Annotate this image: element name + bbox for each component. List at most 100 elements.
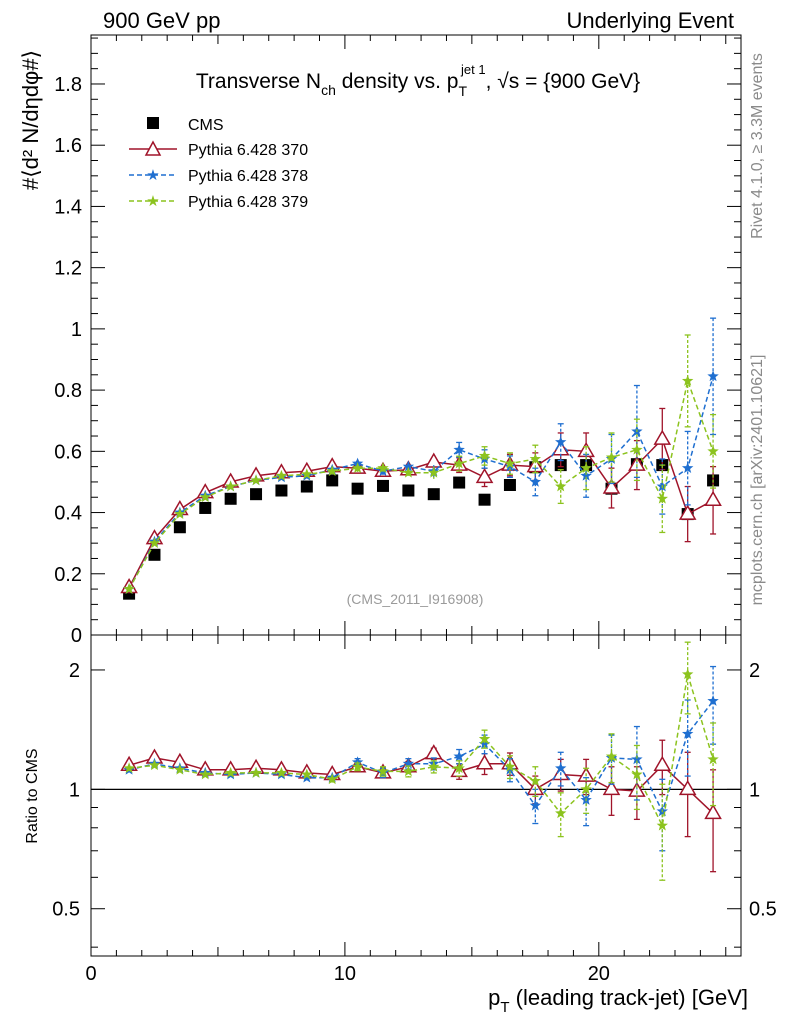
legend-label-378: Pythia 6.428 378 bbox=[188, 168, 308, 185]
ratio-tick-label: 0.5 bbox=[52, 899, 80, 921]
ratio-point-pythia-6-428-379 bbox=[301, 768, 313, 780]
x-tick-label: 20 bbox=[588, 963, 610, 985]
main-point-pythia-6-428-379 bbox=[428, 466, 440, 478]
main-axes: 0 0.2 0.4 0.6 0.8 1 1.2 1.4 1.6 1.8 bbox=[54, 35, 741, 647]
ratio-point-pythia-6-428-370 bbox=[602, 779, 621, 796]
title-mid: density vs. p bbox=[336, 70, 459, 93]
header-right: Underlying Event bbox=[566, 8, 734, 33]
ratio-line-pythia-6-428-378 bbox=[128, 700, 714, 814]
ratio-point-pythia-6-428-378 bbox=[681, 727, 694, 739]
ratio-point-pythia-6-428-379 bbox=[580, 783, 592, 795]
main-point-pythia-6-428-379 bbox=[580, 462, 592, 474]
ratio-point-pythia-6-428-379 bbox=[148, 759, 161, 771]
ratio-point-pythia-6-428-379 bbox=[275, 766, 288, 778]
ratio-point-pythia-6-428-379 bbox=[605, 750, 618, 762]
main-point-pythia-6-428-379 bbox=[224, 480, 237, 492]
main-line-pythia-6-428-370 bbox=[128, 437, 714, 588]
legend-label-370: Pythia 6.428 370 bbox=[188, 142, 308, 159]
main-point-pythia-6-428-379 bbox=[631, 443, 643, 455]
main-point-pythia-6-428-378 bbox=[707, 370, 719, 382]
ratio-point-pythia-6-428-378 bbox=[402, 757, 415, 769]
ratio-point-pythia-6-428-379 bbox=[555, 807, 567, 819]
ratio-point-pythia-6-428-378 bbox=[301, 771, 313, 783]
main-point-pythia-6-428-379 bbox=[148, 537, 161, 549]
y-tick-label: 0.2 bbox=[54, 564, 82, 586]
y-tick-label: 0 bbox=[71, 625, 82, 647]
y-tick-label: 1.4 bbox=[54, 196, 82, 218]
chart-title: Transverse Nch density vs. pTjet 1, √s =… bbox=[196, 62, 640, 99]
ratio-point-pythia-6-428-378 bbox=[555, 762, 567, 774]
side-label-bottom: mcplots.cern.ch [arXiv:2401.10621] bbox=[749, 355, 766, 606]
main-point-cms bbox=[351, 482, 364, 495]
main-point-pythia-6-428-379 bbox=[377, 462, 389, 474]
ratio-point-pythia-6-428-379 bbox=[707, 753, 719, 765]
ratio-point-pythia-6-428-379 bbox=[377, 765, 389, 777]
legend-label-cms: CMS bbox=[188, 117, 224, 134]
main-point-pythia-6-428-370 bbox=[653, 429, 672, 445]
main-point-cms bbox=[453, 476, 466, 489]
ratio-line-pythia-6-428-379 bbox=[129, 674, 714, 829]
main-point-pythia-6-428-370 bbox=[678, 504, 697, 520]
main-point-pythia-6-428-378 bbox=[555, 436, 567, 447]
y-tick-label: 1 bbox=[71, 319, 82, 341]
legend-marker-cms bbox=[147, 117, 159, 129]
x-axis-label-sub: T bbox=[500, 999, 509, 1016]
title-main: Transverse N bbox=[196, 70, 321, 93]
ratio-y-axis-label: Ratio to CMS bbox=[24, 748, 41, 843]
main-line-pythia-6-428-379 bbox=[128, 378, 714, 590]
main-point-pythia-6-428-379 bbox=[250, 474, 262, 486]
ratio-series bbox=[120, 641, 722, 881]
main-point-pythia-6-428-379 bbox=[351, 462, 364, 474]
main-point-pythia-6-428-370 bbox=[602, 478, 621, 494]
main-point-pythia-6-428-378 bbox=[529, 475, 542, 487]
ratio-point-pythia-6-428-379 bbox=[199, 768, 211, 780]
ratio-point-pythia-6-428-370 bbox=[704, 803, 722, 820]
main-point-cms bbox=[376, 479, 389, 492]
ratio-point-pythia-6-428-378 bbox=[707, 695, 719, 706]
main-point-pythia-6-428-379 bbox=[707, 445, 719, 457]
ratio-point-pythia-6-428-379 bbox=[681, 668, 694, 680]
main-point-pythia-6-428-379 bbox=[402, 466, 415, 478]
main-point-cms bbox=[503, 479, 516, 491]
legend-marker-379: ★ bbox=[146, 193, 159, 210]
main-point-cms bbox=[199, 501, 212, 514]
ratio-point-pythia-6-428-378 bbox=[529, 799, 542, 811]
ratio-point-pythia-6-428-379 bbox=[478, 732, 491, 744]
ratio-point-pythia-6-428-379 bbox=[529, 774, 542, 786]
ratio-point-pythia-6-428-379 bbox=[351, 760, 364, 772]
ratio-point-pythia-6-428-370 bbox=[653, 755, 672, 772]
x-tick-label: 10 bbox=[334, 963, 356, 985]
y-axis-label: #⟨d² N/dηdφ#⟩ bbox=[18, 50, 43, 190]
ratio-point-pythia-6-428-378 bbox=[631, 753, 643, 765]
main-point-pythia-6-428-379 bbox=[174, 508, 186, 519]
y-tick-label: 0.4 bbox=[54, 503, 82, 525]
ratio-plot-frame bbox=[90, 634, 742, 957]
ratio-tick-label: 1 bbox=[69, 779, 80, 801]
ratio-point-pythia-6-428-370 bbox=[678, 779, 697, 796]
main-point-cms bbox=[326, 474, 339, 487]
main-point-pythia-6-428-378 bbox=[681, 462, 694, 474]
legend-marker-370 bbox=[144, 140, 162, 156]
main-point-pythia-6-428-379 bbox=[681, 374, 694, 386]
main-point-pythia-6-428-379 bbox=[529, 452, 542, 464]
ratio-point-pythia-6-428-379 bbox=[428, 760, 440, 772]
x-tick-label: 0 bbox=[85, 963, 96, 985]
ratio-point-pythia-6-428-379 bbox=[224, 766, 237, 778]
main-point-pythia-6-428-378 bbox=[402, 460, 415, 472]
main-point-pythia-6-428-379 bbox=[326, 465, 338, 477]
ratio-point-pythia-6-428-379 bbox=[123, 762, 135, 774]
header-left: 900 GeV pp bbox=[103, 8, 220, 33]
main-point-pythia-6-428-379 bbox=[301, 468, 313, 480]
main-point-pythia-6-428-379 bbox=[656, 492, 668, 504]
main-point-cms bbox=[300, 480, 313, 493]
main-line-pythia-6-428-378 bbox=[128, 376, 714, 590]
ratio-tick-label: 2 bbox=[69, 660, 80, 682]
main-point-cms bbox=[478, 493, 491, 506]
title-tail: , √s = {900 GeV} bbox=[486, 70, 641, 93]
main-point-pythia-6-428-370 bbox=[704, 490, 722, 507]
y-tick-label: 1.6 bbox=[54, 135, 82, 157]
title-sub2: T bbox=[458, 83, 467, 99]
ratio-point-pythia-6-428-370 bbox=[424, 744, 443, 760]
main-point-pythia-6-428-379 bbox=[555, 480, 567, 492]
